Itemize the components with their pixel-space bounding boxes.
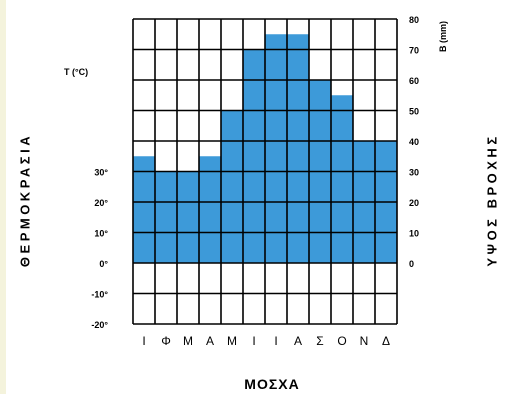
rain-tick-label: 50 [409,107,419,117]
month-label: Μ [227,334,237,348]
month-label: Ο [337,334,346,348]
left-edge-strip [0,0,6,394]
rain-tick-label: 80 [409,15,419,25]
month-label: Ν [360,334,369,348]
temp-tick-label: 10° [94,229,108,239]
axis-labels: Τ (°C) 30° 20° 10° 0° -10° -20° 0 10 20 30 40 50 60 70… [64,15,448,348]
month-label: Σ [316,334,323,348]
temp-tick-label: 20° [94,198,108,208]
month-label: Α [206,334,214,348]
month-label: Α [294,334,302,348]
month-label: Ι [142,334,145,348]
bar-0 [133,156,155,263]
rain-tick-label: 70 [409,46,419,56]
month-label: Ι [252,334,255,348]
chart-title: ΜΟΣΧΑ [244,376,300,392]
rain-tick-label: 20 [409,198,419,208]
bar-9 [331,95,353,263]
bar-4 [221,110,243,263]
bar-3 [199,156,221,263]
rain-tick-label: 40 [409,137,419,147]
month-label: Δ [382,334,390,348]
bar-1 [155,171,177,263]
grid-lines [132,18,398,325]
rain-tick-label: 60 [409,76,419,86]
month-label: Μ [183,334,193,348]
temp-tick-label: 30° [94,168,108,178]
rain-tick-label: 0 [409,259,414,269]
bar-6 [265,34,287,263]
bar-7 [287,34,309,263]
bar-5 [243,49,265,263]
left-axis-title: Τ (°C) [64,67,88,77]
bar-2 [177,171,199,263]
temp-tick-label: 0° [99,259,108,269]
temp-tick-label: -10° [91,290,108,300]
month-label: Φ [161,334,171,348]
month-label: Ι [274,334,277,348]
rain-tick-label: 10 [409,229,419,239]
temp-tick-label: -20° [91,320,108,330]
right-axis-title: Β (mm) [438,21,448,52]
rain-tick-label: 30 [409,168,419,178]
